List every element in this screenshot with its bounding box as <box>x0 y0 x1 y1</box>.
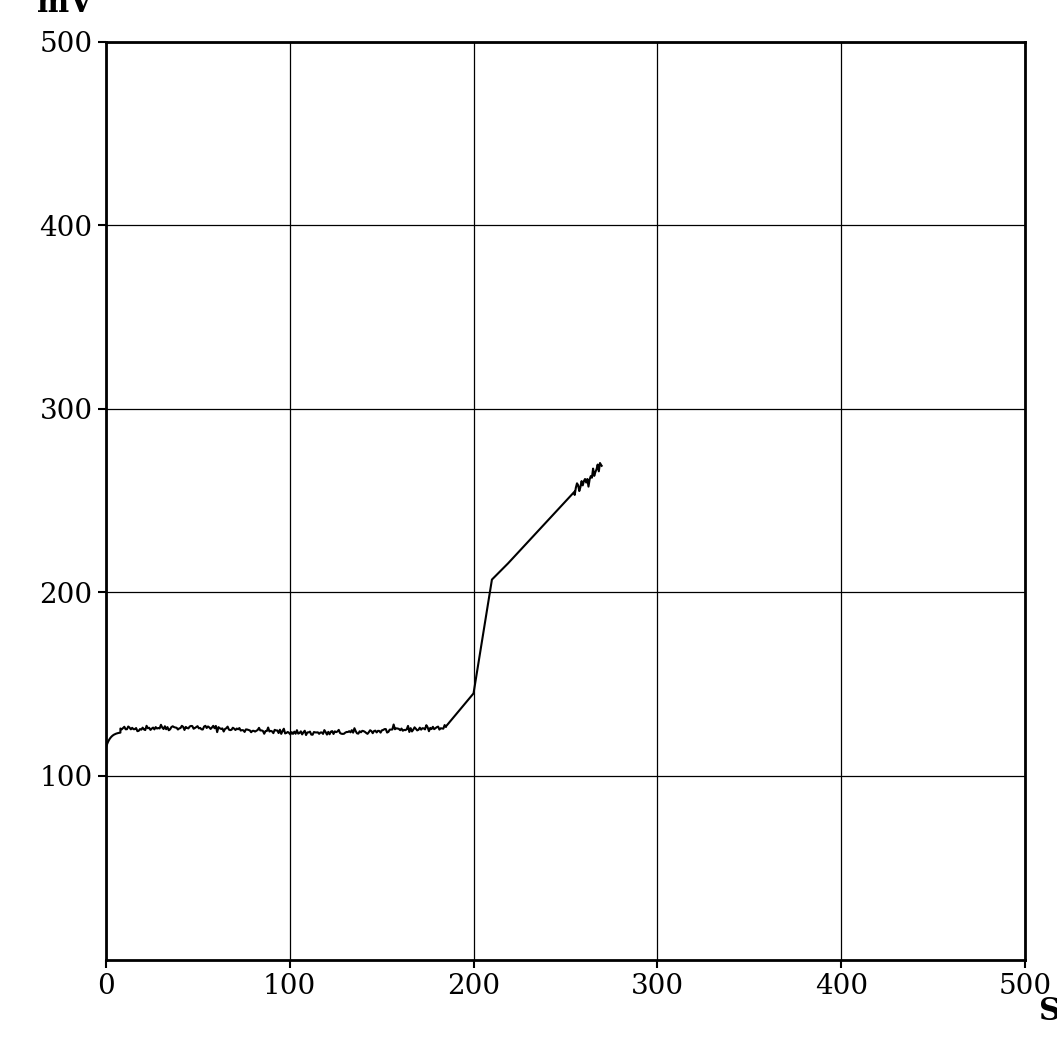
Text: S: S <box>1039 996 1057 1027</box>
Text: mV: mV <box>37 0 93 19</box>
